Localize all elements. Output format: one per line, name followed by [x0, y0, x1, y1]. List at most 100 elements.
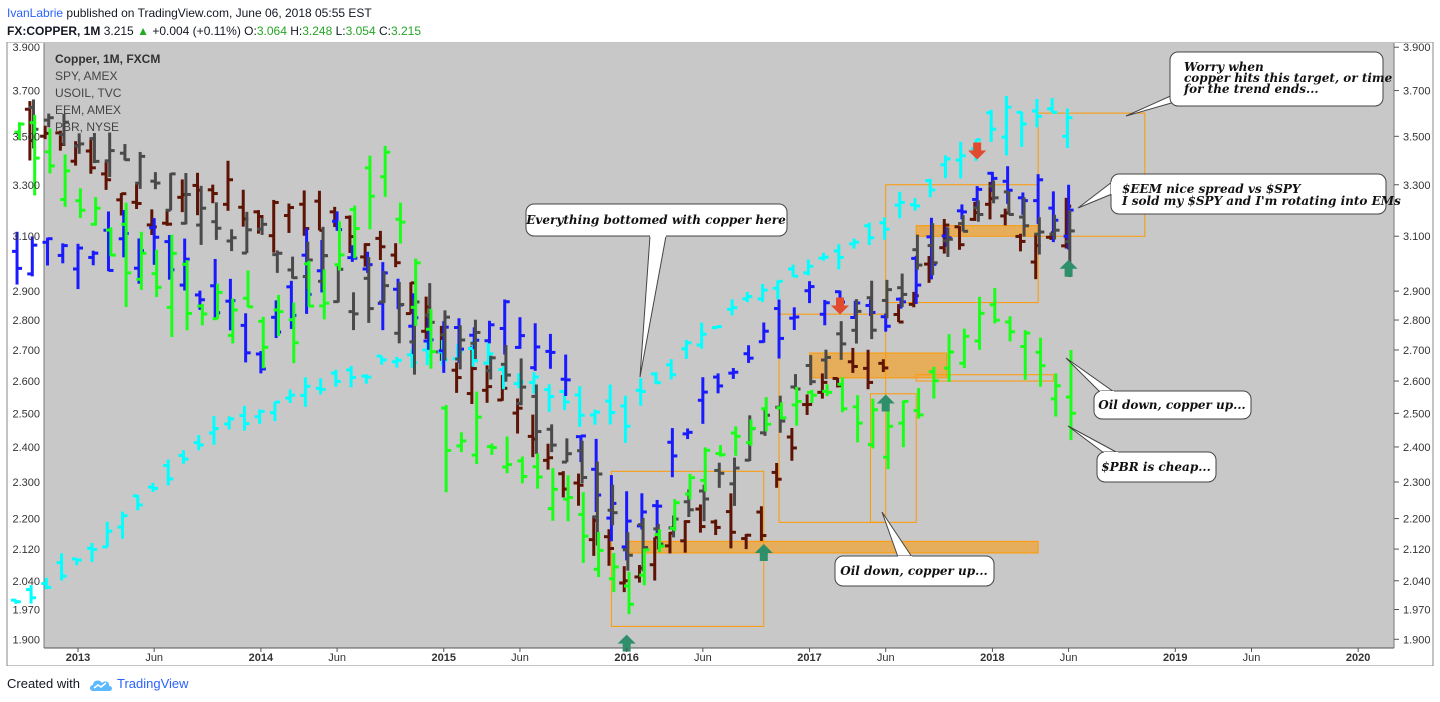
ohlc-bar-s3-m49: [820, 349, 831, 380]
y-tick-left-12: 2.200: [12, 514, 40, 526]
ohlc-bar-s4-m51: [852, 395, 863, 443]
ohlc-bar-s1-m1: [87, 543, 98, 563]
y-tick-left-9: 2.500: [12, 408, 40, 420]
ohlc-bar-s1-m0: [71, 557, 82, 566]
y-tick-left-2: 3.500: [12, 131, 40, 143]
chart-header: IvanLabrie published on TradingView.com,…: [0, 0, 1440, 42]
y-tick-right-8: 2.600: [1403, 376, 1431, 388]
y-tick-left-1: 3.700: [12, 86, 40, 98]
ohlc-bar-s4-m-2: [44, 128, 55, 174]
ohlc-bar-s3-m56: [927, 223, 938, 276]
ohlc-bar-s1-m50: [833, 244, 844, 270]
high-value: 3.248: [302, 24, 333, 38]
ohlc-bar-s4-m32: [563, 475, 574, 522]
ohlc-bar-s4-m54: [898, 399, 909, 448]
y-tick-right-4: 3.100: [1403, 231, 1431, 243]
ohlc-bar-s1-m33: [574, 386, 585, 427]
ohlc-bar-s1-m64: [1047, 98, 1058, 114]
ohlc-bar-s1-m3: [117, 511, 128, 539]
x-tick-4: 2015: [432, 652, 456, 664]
ohlc-bar-s3-m20: [379, 270, 389, 304]
ohlc-bar-s0-m33: [573, 473, 584, 506]
ohlc-bar-s1-m2: [102, 521, 113, 549]
ohlc-bar-s4-m15: [304, 260, 314, 308]
ohlc-bar-s1-m35: [605, 384, 616, 425]
ohlc-bar-s4-m14: [288, 302, 299, 364]
y-tick-right-1: 3.700: [1403, 86, 1431, 98]
ohlc-bar-s4-m57: [944, 334, 955, 382]
ohlc-bar-s2-m45: [758, 322, 769, 344]
y-tick-right-7: 2.700: [1403, 345, 1431, 357]
ohlc-bar-s4-m31: [547, 468, 558, 521]
ohlc-bar-s0-m25: [451, 362, 462, 393]
up-arrow-icon-3: [876, 394, 895, 412]
ohlc-bar-s3-m36: [622, 532, 633, 571]
ohlc-bar-s0-m13: [268, 199, 279, 253]
ohlc-bar-s4-m21: [395, 202, 406, 244]
chart-svg[interactable]: Everything bottomed with copper here Worr…: [0, 41, 1440, 667]
ohlc-bar-s3-m33: [577, 440, 588, 484]
up-arrow-icon-5: [1059, 259, 1078, 277]
ohlc-bar-s1-m20: [376, 354, 387, 365]
ohlc-bar-s3-m0: [74, 133, 85, 154]
ohlc-bar-s1-m8: [193, 435, 204, 451]
y-tick-right-3: 3.300: [1403, 180, 1431, 192]
ohlc-bar-s0-m2: [101, 162, 112, 190]
ohlc-bar-s3-m59: [973, 200, 984, 222]
y-tick-right-16: 1.900: [1403, 634, 1431, 646]
series-legend: Copper, 1M, FXCM SPY, AMEX USOIL, TVC EEM, …: [55, 52, 160, 134]
ohlc-bar-s4-m62: [1020, 330, 1031, 380]
ohlc-bar-s3-m55: [912, 234, 923, 270]
ohlc-bar-s1-m5: [148, 482, 158, 493]
zone-box-0: [626, 540, 1039, 554]
low-value: 3.054: [345, 24, 376, 38]
ohlc-bar-s2-m0: [73, 243, 83, 290]
ohlc-bar-s4-m24: [441, 404, 452, 493]
ohlc-bar-s4-m63: [1035, 337, 1046, 387]
high-label: H:: [290, 24, 303, 38]
ohlc-bar-s3-m64: [1049, 214, 1060, 240]
callout-oil-down-bottom-text-0: Oil down, copper up...: [840, 564, 987, 578]
tradingview-link[interactable]: TradingView: [117, 676, 189, 691]
y-tick-left-16: 1.900: [12, 634, 40, 646]
tradingview-cloud-icon[interactable]: [88, 675, 114, 693]
ohlc-bar-s4-m38: [654, 529, 665, 553]
ohlc-bar-s1-m42: [711, 325, 722, 330]
ohlc-bar-s3-m42: [714, 462, 725, 488]
ohlc-bar-s3-m5: [150, 172, 161, 190]
ohlc-bar-s4-m3: [121, 202, 132, 307]
ohlc-bar-s3-m34: [592, 461, 603, 546]
bars-layer: [10, 95, 1076, 615]
ohlc-bar-s2-m44: [743, 345, 754, 363]
ohlc-bar-s4-m43: [730, 426, 741, 456]
y-tick-right-6: 2.800: [1403, 315, 1431, 327]
y-axis-left: 3.900 3.700 3.500 3.300 3.100 2.900 2.800 2.700…: [12, 42, 40, 646]
ohlc-bar-s3-m13: [272, 250, 283, 273]
y-tick-left-14: 2.040: [12, 576, 40, 588]
y-tick-right-13: 2.120: [1403, 544, 1431, 556]
price-chart[interactable]: Everything bottomed with copper here Worr…: [0, 41, 1440, 667]
ohlc-bar-s4-m10: [227, 298, 238, 344]
last-price: 3.215: [103, 24, 134, 38]
ohlc-bar-s4-m12: [258, 316, 269, 369]
up-arrow-icon-1: [754, 543, 773, 561]
ohlc-bar-s2-m39: [667, 428, 678, 478]
ohlc-bar-s4-m39: [669, 499, 680, 532]
ohlc-bar-s1-m60: [986, 109, 997, 142]
ohlc-bar-s0-m3: [116, 192, 127, 216]
ohlc-bar-s2-m41: [697, 377, 708, 424]
y-tick-right-15: 1.970: [1403, 604, 1431, 616]
ohlc-bar-s0-m1: [85, 139, 96, 174]
ohlc-bar-s0-m53: [878, 359, 889, 373]
y-tick-right-12: 2.200: [1403, 514, 1431, 526]
ohlc-bar-s1-m10: [224, 416, 235, 430]
y-tick-left-4: 3.100: [12, 231, 40, 243]
callout-everything-bottomed-text-0: Everything bottomed with copper here: [525, 213, 786, 227]
author-link[interactable]: IvanLabrie: [7, 6, 64, 20]
ohlc-bar-s4-m1: [90, 197, 101, 226]
x-tick-13: Jun: [1243, 652, 1261, 664]
publish-line: IvanLabrie published on TradingView.com,…: [7, 6, 372, 20]
y-tick-left-8: 2.600: [12, 376, 40, 388]
ohlc-bar-s3-m19: [363, 257, 374, 323]
ohlc-bar-s2-m48: [804, 281, 815, 304]
